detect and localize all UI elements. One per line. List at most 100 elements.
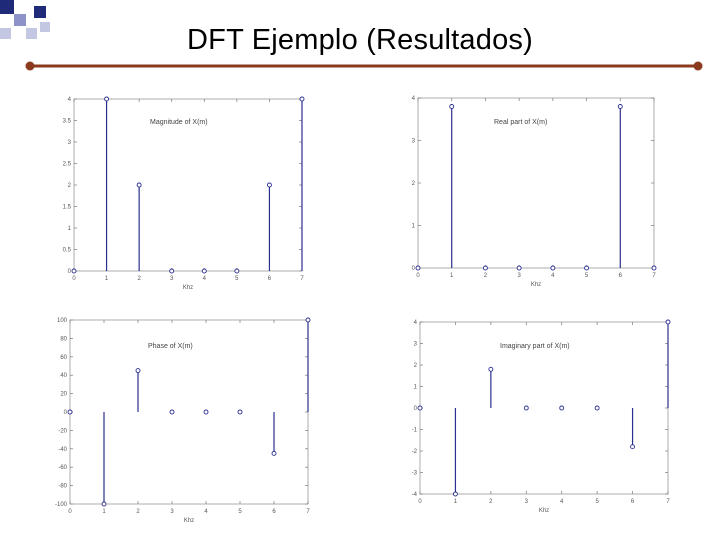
y-tick-label: 100 bbox=[57, 318, 68, 324]
y-tick-label: 0.5 bbox=[63, 248, 72, 254]
stem-marker bbox=[201, 268, 207, 274]
x-tick-label: 7 bbox=[306, 509, 310, 515]
x-tick-label: 1 bbox=[102, 509, 106, 515]
x-tick-label: 0 bbox=[68, 509, 72, 515]
x-axis-label: Khz bbox=[539, 508, 549, 514]
x-tick-label: 6 bbox=[268, 276, 272, 282]
y-tick-label: -20 bbox=[58, 428, 67, 434]
stem-marker bbox=[271, 450, 277, 456]
stem-marker bbox=[523, 405, 529, 411]
x-tick-label: 4 bbox=[203, 276, 207, 282]
y-tick-label: 80 bbox=[60, 336, 67, 342]
y-tick-label: -80 bbox=[58, 484, 67, 490]
x-tick-label: 3 bbox=[517, 273, 521, 279]
y-tick-label: 2 bbox=[412, 181, 416, 187]
stem-marker bbox=[488, 366, 494, 372]
x-tick-label: 3 bbox=[525, 499, 529, 505]
stem-marker bbox=[169, 409, 175, 415]
y-tick-label: 3 bbox=[414, 342, 418, 348]
x-tick-label: 0 bbox=[72, 276, 76, 282]
stem-marker bbox=[516, 265, 522, 271]
x-axis-label: Khz bbox=[531, 282, 541, 288]
x-tick-label: 3 bbox=[170, 509, 174, 515]
stem-marker bbox=[550, 265, 556, 271]
real-part-plot: 0 1 2 3 4 5 6 7 0 1 2 3 4 Khz Real part of X(m) bbox=[412, 96, 657, 288]
phase-plot: 0 1 2 3 4 5 6 7 -100 -80 -60 -40 -20 0 20 40 60 80 100 Khz P… bbox=[55, 317, 311, 524]
x-tick-label: 7 bbox=[300, 276, 304, 282]
decorative-squares bbox=[0, 0, 50, 39]
chart-title: Real part of X(m) bbox=[494, 119, 547, 126]
x-tick-label: 7 bbox=[666, 499, 670, 505]
stem-marker bbox=[299, 96, 305, 102]
y-tick-label: 3.5 bbox=[63, 119, 72, 125]
y-tick-label: -60 bbox=[58, 465, 67, 471]
y-tick-label: 4 bbox=[414, 320, 418, 326]
y-tick-label: 0 bbox=[414, 406, 418, 412]
stem-marker bbox=[617, 104, 623, 109]
x-tick-label: 2 bbox=[484, 273, 488, 279]
y-tick-label: -2 bbox=[412, 449, 418, 455]
y-tick-label: 2.5 bbox=[63, 162, 72, 168]
stem-marker bbox=[452, 491, 458, 497]
y-tick-label: -40 bbox=[58, 447, 67, 453]
x-tick-label: 6 bbox=[272, 509, 276, 515]
imaginary-part-plot: 0 1 2 3 4 5 6 7 -4 -3 -2 -1 0 1 2 3 4 Khz Imaginary part o… bbox=[412, 319, 671, 514]
y-tick-label: -1 bbox=[412, 428, 418, 434]
stem-marker bbox=[169, 268, 175, 274]
y-tick-label: 3 bbox=[68, 140, 72, 146]
x-axis-label: Khz bbox=[183, 285, 193, 291]
stem-marker bbox=[135, 368, 141, 374]
title-divider bbox=[25, 61, 703, 71]
stem-marker bbox=[559, 405, 565, 411]
x-tick-label: 5 bbox=[585, 273, 589, 279]
y-tick-label: -4 bbox=[412, 492, 418, 498]
y-tick-label: -3 bbox=[412, 471, 418, 477]
y-tick-label: 4 bbox=[68, 97, 72, 103]
stem-marker bbox=[266, 182, 272, 188]
y-tick-label: 0 bbox=[68, 269, 72, 275]
deco-square bbox=[40, 22, 50, 32]
x-tick-label: 5 bbox=[235, 276, 239, 282]
title-divider-dot-left bbox=[25, 61, 35, 71]
stem-marker bbox=[651, 265, 657, 271]
stem-marker bbox=[237, 409, 243, 415]
stem-marker bbox=[234, 268, 240, 274]
stem-marker bbox=[594, 405, 600, 411]
x-tick-label: 1 bbox=[450, 273, 454, 279]
title-divider-dot-right bbox=[693, 61, 703, 71]
stem-marker bbox=[305, 317, 311, 323]
stem-marker bbox=[71, 268, 77, 274]
x-tick-label: 0 bbox=[418, 499, 422, 505]
x-axis-label: Khz bbox=[184, 518, 194, 524]
stem-marker bbox=[203, 409, 209, 415]
y-tick-label: -100 bbox=[55, 502, 68, 508]
stem-marker bbox=[136, 182, 142, 188]
y-tick-label: 20 bbox=[60, 392, 67, 398]
stem-marker bbox=[449, 104, 455, 109]
stem-marker bbox=[630, 444, 636, 450]
deco-square bbox=[26, 28, 37, 39]
stem-marker bbox=[67, 409, 73, 415]
y-tick-label: 1 bbox=[414, 385, 418, 391]
y-tick-label: 1 bbox=[412, 224, 416, 230]
stem-marker bbox=[104, 96, 110, 102]
chart-title: Imaginary part of X(m) bbox=[500, 343, 570, 350]
x-tick-label: 4 bbox=[560, 499, 564, 505]
x-tick-label: 5 bbox=[595, 499, 599, 505]
deco-square bbox=[14, 14, 26, 26]
chart-title: Magnitude of X(m) bbox=[150, 119, 208, 126]
x-tick-label: 2 bbox=[136, 509, 140, 515]
x-tick-label: 2 bbox=[137, 276, 141, 282]
y-tick-label: 2 bbox=[68, 183, 72, 189]
x-tick-label: 1 bbox=[454, 499, 458, 505]
y-tick-label: 0 bbox=[64, 410, 68, 416]
x-tick-label: 6 bbox=[619, 273, 623, 279]
y-tick-label: 2 bbox=[414, 363, 418, 369]
stem-marker bbox=[482, 265, 488, 271]
y-tick-label: 1 bbox=[68, 226, 72, 232]
stem-marker bbox=[584, 265, 590, 271]
y-tick-label: 4 bbox=[412, 96, 416, 102]
x-tick-label: 3 bbox=[170, 276, 174, 282]
x-tick-label: 5 bbox=[238, 509, 242, 515]
y-tick-label: 3 bbox=[412, 139, 416, 145]
